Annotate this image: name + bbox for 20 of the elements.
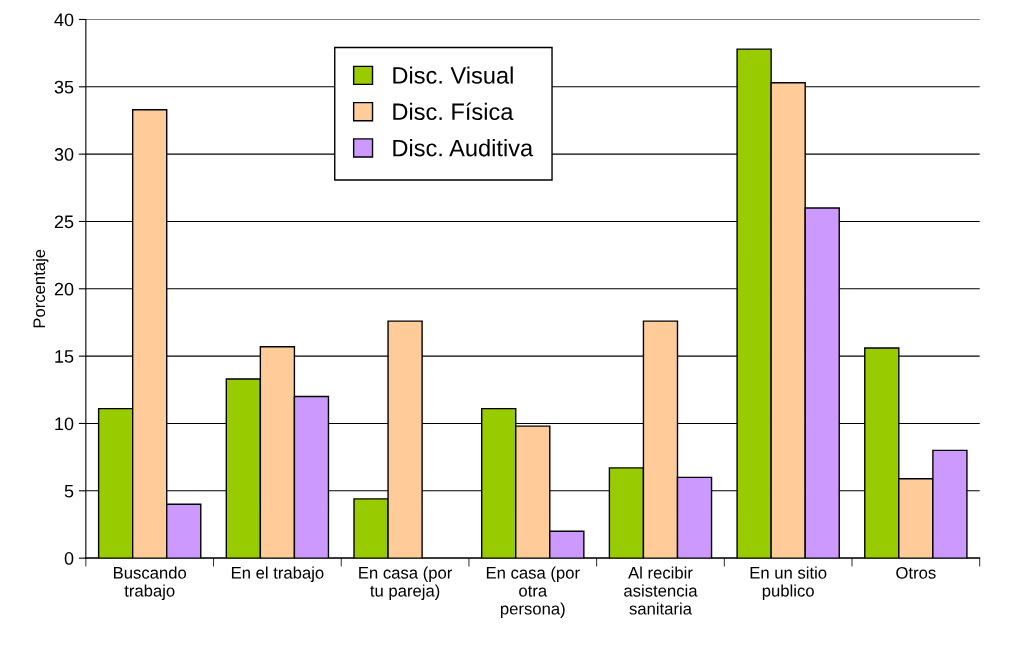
x-tick-label: En el trabajo	[231, 566, 324, 583]
y-tick-label: 10	[55, 417, 74, 431]
legend-label: Disc. Auditiva	[393, 139, 534, 157]
x-tick-label: Buscando trabajo	[114, 566, 187, 600]
legend-label: Disc. Física	[393, 102, 514, 121]
x-tick-label: Otros	[896, 566, 936, 579]
y-tick-label: 25	[54, 215, 74, 229]
y-tick-label: 30	[54, 148, 74, 161]
y-tick-label: 15	[55, 350, 74, 363]
x-tick-label: En casa (por tu pareja)	[359, 566, 453, 600]
y-tick-label: 0	[64, 552, 74, 565]
y-axis-title: Porcentaje	[32, 249, 49, 328]
x-tick-label: Al recibir asistencia sanitaria	[624, 566, 698, 615]
y-tick-label: 20	[54, 282, 74, 296]
x-tick-label: En casa (por otra persona)	[486, 566, 580, 618]
y-tick-label: 35	[54, 80, 74, 94]
y-tick-label: 5	[64, 484, 74, 498]
legend-label: Disc. Visual	[393, 66, 513, 84]
y-tick-label: 40	[54, 13, 74, 27]
x-tick-label: En un sitio publico	[750, 566, 827, 600]
